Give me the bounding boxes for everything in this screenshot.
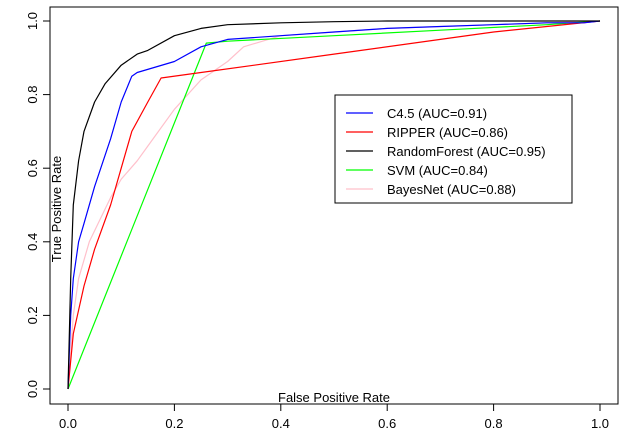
x-tick-label: 0.8	[485, 416, 503, 431]
x-tick-label: 0.2	[165, 416, 183, 431]
legend-label: BayesNet (AUC=0.88)	[387, 182, 516, 197]
series-line-bayesnet	[67, 20, 601, 390]
x-tick-label: 0.4	[272, 416, 290, 431]
plot-frame	[49, 6, 619, 405]
x-tick-label: 0.0	[59, 416, 77, 431]
legend: C4.5 (AUC=0.91) RIPPER (AUC=0.86) RandomFo…	[334, 94, 573, 204]
series-line-svm	[67, 20, 601, 390]
series-layer	[67, 20, 601, 390]
series-line-ripper	[67, 20, 601, 390]
y-tick-label: 1.0	[25, 12, 40, 30]
y-axis: 0.0 0.2 0.4 0.6 0.8 1.0	[25, 12, 51, 398]
y-tick-label: 0.0	[25, 380, 40, 398]
y-tick-label: 0.4	[25, 233, 40, 251]
y-tick-label: 0.8	[25, 86, 40, 104]
y-tick-label: 0.2	[25, 306, 40, 324]
x-axis: 0.0 0.2 0.4 0.6 0.8 1.0	[59, 403, 609, 431]
legend-label: RIPPER (AUC=0.86)	[387, 125, 508, 140]
x-tick-label: 1.0	[591, 416, 609, 431]
series-line-randomforest	[67, 20, 600, 390]
y-axis-title: True Positive Rate	[49, 156, 64, 262]
legend-label: SVM (AUC=0.84)	[387, 163, 488, 178]
legend-label: RandomForest (AUC=0.95)	[387, 144, 546, 159]
legend-box	[334, 94, 573, 204]
legend-label: C4.5 (AUC=0.91)	[387, 106, 487, 121]
y-tick-label: 0.6	[25, 159, 40, 177]
series-line-c45	[67, 20, 601, 390]
x-tick-label: 0.6	[378, 416, 396, 431]
x-axis-title: False Positive Rate	[278, 390, 390, 405]
